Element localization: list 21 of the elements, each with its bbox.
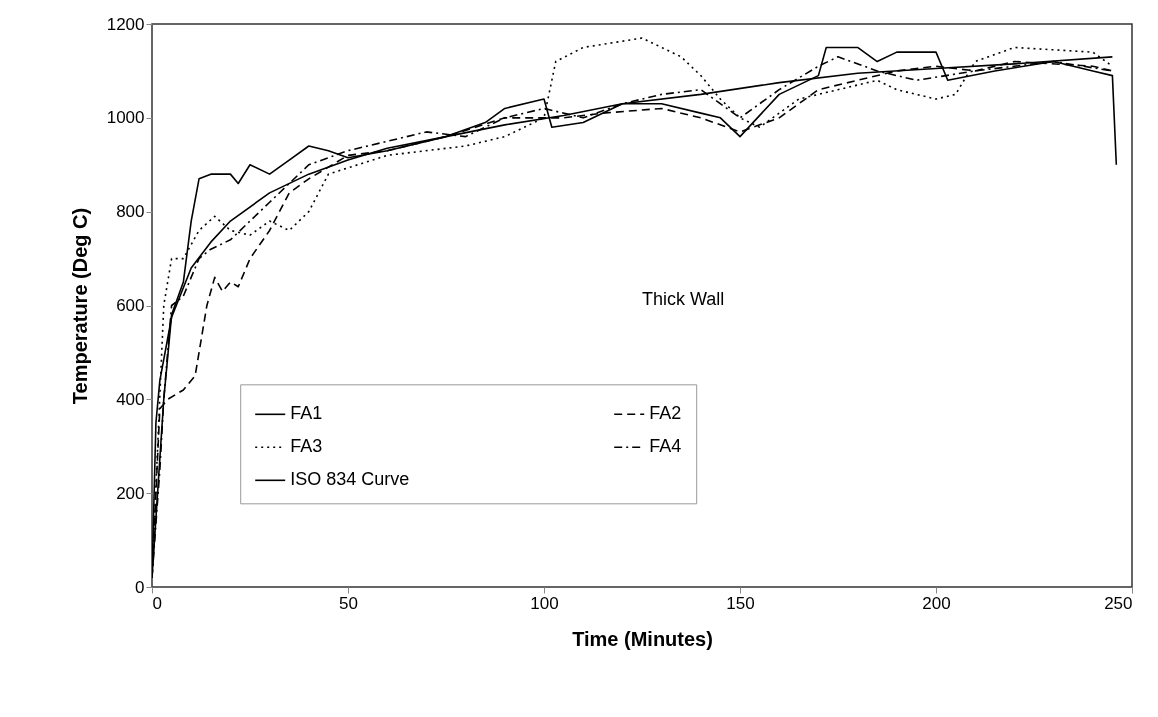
legend-label: FA3: [290, 436, 323, 457]
x-tick-label: 150: [726, 593, 755, 613]
x-tick-label: 200: [922, 593, 951, 613]
x-tick-label: 250: [1104, 593, 1133, 613]
legend-label: ISO 834 Curve: [290, 469, 410, 490]
x-axis-title: Time (Minutes): [572, 627, 713, 650]
legend-label: FA1: [290, 403, 323, 424]
y-tick-label: 200: [116, 483, 145, 503]
legend-label: FA4: [649, 436, 682, 457]
y-axis-title: Temperature (Deg C): [68, 207, 91, 405]
legend-label: FA2: [649, 403, 682, 424]
y-tick-label: 1000: [106, 108, 145, 128]
x-tick-label: 0: [152, 593, 162, 613]
annotation: Thick Wall: [642, 288, 725, 309]
y-tick-label: 1200: [106, 14, 145, 34]
y-tick-label: 0: [135, 577, 145, 597]
y-tick-label: 400: [116, 389, 145, 409]
x-tick-label: 100: [530, 593, 559, 613]
y-tick-label: 800: [116, 202, 145, 222]
y-tick-label: 600: [116, 296, 145, 315]
x-tick-label: 50: [339, 593, 358, 613]
